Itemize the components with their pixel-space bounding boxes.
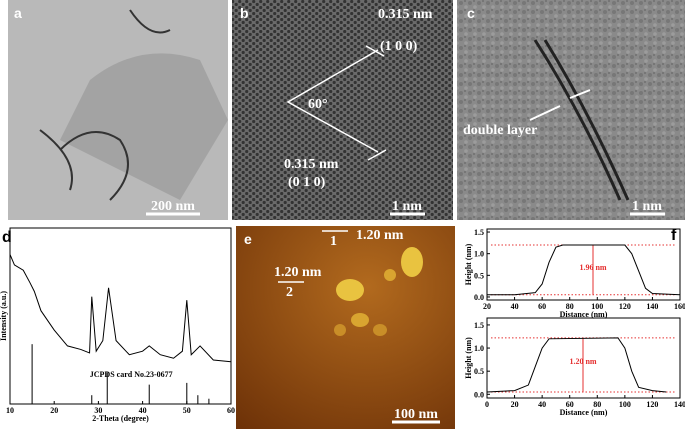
panel-label: c bbox=[467, 5, 475, 21]
x-tick-label: 0 bbox=[485, 400, 489, 409]
x-tick-label: 40 bbox=[139, 406, 147, 415]
panel-label: f bbox=[671, 227, 677, 244]
x-tick-label: 120 bbox=[619, 302, 631, 311]
x-tick-label: 160 bbox=[674, 302, 685, 311]
x-tick-label: 10 bbox=[6, 406, 14, 415]
x-tick-label: 30 bbox=[94, 406, 102, 415]
panel-a: a 200 nm bbox=[8, 0, 228, 220]
y-tick-label: 1.0 bbox=[474, 344, 484, 353]
y-tick-label: 1.5 bbox=[474, 228, 484, 237]
scale-text: 1 nm bbox=[392, 199, 422, 214]
plot-frame bbox=[486, 228, 681, 301]
x-tick-label: 60 bbox=[566, 400, 574, 409]
plot-frame bbox=[9, 227, 232, 405]
plane: (1 0 0) bbox=[380, 39, 418, 54]
x-tick-label: 60 bbox=[227, 406, 235, 415]
x-tick-label: 140 bbox=[646, 302, 658, 311]
y-tick-label: 0.0 bbox=[474, 390, 484, 399]
x-axis-label: Distance (nm) bbox=[560, 408, 608, 417]
particles bbox=[334, 247, 423, 336]
line bbox=[487, 244, 681, 296]
hrtem-image bbox=[232, 0, 453, 220]
x-axis-label: 2-Theta (degree) bbox=[92, 414, 149, 423]
x-tick-label: 40 bbox=[511, 302, 519, 311]
annotation: 1.96 nm bbox=[579, 263, 606, 272]
line bbox=[486, 337, 667, 393]
y-axis-label: Intensity (a.u.) bbox=[0, 291, 8, 341]
hrtem-image bbox=[457, 0, 685, 220]
y-tick-label: 1.0 bbox=[474, 250, 484, 259]
scale-text: 100 nm bbox=[394, 407, 438, 422]
y-tick-label: 0.5 bbox=[474, 367, 484, 376]
y-tick-label: 0.5 bbox=[474, 271, 484, 280]
annotation: 1.20 nm bbox=[569, 357, 596, 366]
spacing: 0.315 nm bbox=[284, 157, 339, 172]
layer bbox=[533, 39, 630, 201]
y-tick-label: 1.5 bbox=[474, 321, 484, 330]
panel-label: b bbox=[240, 5, 249, 21]
plot-frame bbox=[486, 317, 681, 399]
x-axis-label: Distance (nm) bbox=[560, 310, 608, 319]
x-tick-label: 40 bbox=[538, 400, 546, 409]
wrinkle bbox=[39, 9, 171, 201]
height: 1.20 nm bbox=[274, 265, 322, 280]
arrow bbox=[529, 89, 591, 121]
x-tick-label: 50 bbox=[183, 406, 191, 415]
y-tick-label: 0.0 bbox=[474, 293, 484, 302]
x-tick-label: 20 bbox=[511, 400, 519, 409]
panel-c: double layer c 1 nm bbox=[457, 0, 685, 220]
height: 1.20 nm bbox=[356, 228, 404, 243]
annotation: double layer bbox=[463, 123, 537, 138]
scale-text: 200 nm bbox=[151, 199, 195, 214]
panel-label: d bbox=[2, 229, 12, 246]
marker: 1 bbox=[330, 234, 337, 249]
panel-b: 0.315 nm (1 0 0) 60° 0.315 nm (0 1 0) b … bbox=[232, 0, 453, 220]
marker: 2 bbox=[286, 285, 293, 300]
x-tick-label: 100 bbox=[591, 302, 603, 311]
x-tick-label: 20 bbox=[483, 302, 491, 311]
angle: 60° bbox=[308, 97, 328, 112]
line bbox=[9, 254, 232, 363]
x-tick-label: 140 bbox=[674, 400, 685, 409]
lattice-lines bbox=[286, 45, 387, 161]
x-tick-label: 20 bbox=[50, 406, 58, 415]
panel-label: e bbox=[244, 231, 252, 247]
x-tick-label: 100 bbox=[619, 400, 631, 409]
x-tick-label: 80 bbox=[566, 302, 574, 311]
y-axis-label: Height (nm) bbox=[464, 243, 473, 285]
panel-e: 1 1.20 nm 1.20 nm 2 e 100 nm bbox=[236, 226, 455, 429]
y-axis-label: Height (nm) bbox=[464, 337, 473, 379]
sheet bbox=[60, 53, 228, 201]
scale-text: 1 nm bbox=[632, 199, 662, 214]
plane: (0 1 0) bbox=[288, 175, 326, 190]
x-tick-label: 120 bbox=[646, 400, 658, 409]
panel-label: a bbox=[14, 5, 22, 21]
series-label: JCPDS card No.23-0677 bbox=[90, 370, 173, 379]
x-tick-label: 60 bbox=[538, 302, 546, 311]
spacing: 0.315 nm bbox=[378, 7, 433, 22]
x-tick-label: 80 bbox=[593, 400, 601, 409]
